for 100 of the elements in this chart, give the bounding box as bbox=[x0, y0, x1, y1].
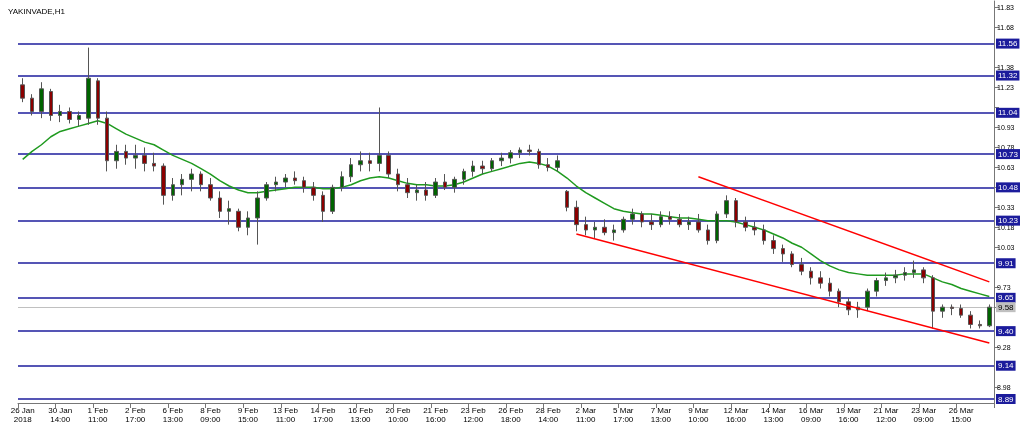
x-tick-label: 8 Feb 09:00 bbox=[200, 406, 222, 424]
candlestick bbox=[546, 157, 550, 172]
x-tick-label: 12 Mar 16:00 bbox=[723, 406, 749, 424]
candlestick bbox=[790, 250, 794, 268]
candlestick bbox=[837, 288, 841, 308]
x-tick-label: 9 Feb 15:00 bbox=[237, 406, 259, 424]
candlestick bbox=[443, 173, 447, 191]
candlestick bbox=[293, 170, 297, 186]
candlestick bbox=[321, 190, 325, 223]
candlestick bbox=[499, 152, 504, 167]
x-tick-label: 1 Feb 11:00 bbox=[87, 406, 109, 424]
candlestick bbox=[743, 216, 748, 232]
candlestick bbox=[86, 47, 91, 126]
candlestick bbox=[874, 277, 879, 298]
candlestick bbox=[668, 210, 672, 226]
candlestick bbox=[762, 224, 766, 246]
candlestick bbox=[508, 149, 513, 164]
x-tick-label: 6 Feb 13:00 bbox=[162, 406, 184, 424]
candlestick bbox=[218, 190, 222, 219]
candlestick bbox=[49, 88, 53, 122]
candlestick bbox=[865, 288, 870, 312]
candlestick bbox=[124, 144, 128, 166]
candlestick bbox=[161, 162, 166, 206]
candlestick bbox=[537, 148, 541, 170]
candlestick bbox=[912, 260, 916, 279]
candlestick bbox=[565, 189, 569, 212]
x-tick-label: 23 Mar 09:00 bbox=[911, 406, 937, 424]
candlestick bbox=[696, 213, 701, 234]
candlestick bbox=[781, 244, 785, 263]
ref-line-label: 10.73 bbox=[998, 149, 1019, 159]
text: YAKINVADE,H1 bbox=[8, 6, 66, 16]
candlestick bbox=[67, 106, 72, 124]
candlestick bbox=[358, 150, 363, 172]
candlestick bbox=[396, 168, 400, 192]
x-tick-label: 30 Jan 14:00 bbox=[48, 406, 73, 424]
x-tick-label: 2 Mar 11:00 bbox=[575, 406, 597, 424]
line-series bbox=[21, 120, 991, 298]
candlestick bbox=[809, 266, 813, 286]
candlestick bbox=[283, 173, 288, 188]
candlestick bbox=[405, 177, 410, 199]
x-tick-label: 2 Feb 17:00 bbox=[125, 406, 147, 424]
candlestick bbox=[39, 81, 44, 119]
x-tick-label: 16 Mar 09:00 bbox=[798, 406, 824, 424]
candlestick bbox=[208, 177, 213, 202]
candlestick bbox=[959, 304, 963, 319]
candlestick bbox=[659, 210, 663, 228]
x-tick-label: 7 Mar 13:00 bbox=[650, 406, 672, 424]
candlestick bbox=[799, 257, 804, 276]
ref-line-label: 9.91 bbox=[998, 258, 1015, 268]
candlestick bbox=[893, 269, 898, 284]
candlestick bbox=[114, 144, 119, 170]
x-tick-label: 26 Mar 15:00 bbox=[948, 406, 974, 424]
candlestick bbox=[818, 270, 823, 290]
candlestick bbox=[940, 304, 945, 319]
candlestick bbox=[302, 176, 306, 194]
ref-line-label: 11.32 bbox=[998, 71, 1018, 81]
x-tick-label: 19 Mar 16:00 bbox=[836, 406, 862, 424]
candlestick bbox=[20, 77, 25, 103]
candlestick bbox=[518, 146, 522, 159]
candlestick bbox=[734, 197, 738, 228]
candlestick bbox=[968, 310, 973, 329]
candlestick bbox=[311, 181, 316, 202]
candlestick bbox=[828, 277, 832, 298]
candlestick bbox=[574, 200, 579, 232]
candlestick bbox=[152, 152, 156, 172]
x-tick-label: 5 Mar 17:00 bbox=[613, 406, 634, 424]
candlestick bbox=[433, 177, 438, 199]
candlestick bbox=[171, 177, 175, 202]
candlestick bbox=[77, 110, 81, 127]
candlestick bbox=[715, 210, 719, 244]
candlestick bbox=[255, 190, 260, 246]
candlestick bbox=[462, 168, 466, 186]
candlestick bbox=[189, 168, 194, 192]
x-tick-label: 21 Mar 12:00 bbox=[873, 406, 899, 424]
candlestick bbox=[264, 181, 269, 202]
candlestick bbox=[368, 152, 372, 172]
candlestick bbox=[640, 210, 644, 228]
ref-line-label: 9.58 bbox=[998, 302, 1015, 312]
ref-line-label: 9.40 bbox=[998, 326, 1015, 336]
candlestick bbox=[330, 184, 335, 215]
x-tick-label: 26 Jan 2018 bbox=[10, 406, 35, 424]
candlestick bbox=[630, 208, 635, 226]
candlestick bbox=[931, 274, 935, 329]
candlestick bbox=[771, 234, 776, 255]
x-tick-label: 28 Feb 14:00 bbox=[535, 406, 562, 424]
x-tick-label: 23 Feb 12:00 bbox=[460, 406, 487, 424]
x-tick-label: 16 Feb 13:00 bbox=[348, 406, 374, 424]
candlestick bbox=[584, 216, 588, 236]
candlestick bbox=[884, 272, 888, 287]
candlestick bbox=[649, 213, 654, 231]
x-tick-label: 21 Feb 16:00 bbox=[423, 406, 449, 424]
candlestick bbox=[142, 146, 147, 172]
candlestick bbox=[555, 154, 560, 172]
candlestick bbox=[199, 170, 203, 192]
x-tick-label: 9 Mar 10:00 bbox=[688, 406, 709, 424]
candlestick bbox=[612, 224, 616, 242]
candlestick bbox=[978, 319, 982, 329]
ref-line-label: 9.14 bbox=[998, 361, 1015, 371]
candlestick bbox=[950, 304, 954, 316]
candlestick bbox=[415, 184, 419, 202]
